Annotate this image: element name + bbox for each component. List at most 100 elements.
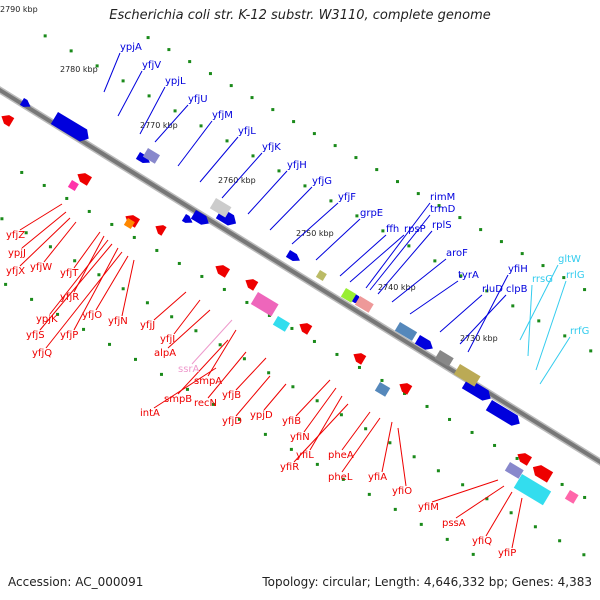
- track-dot: [245, 300, 249, 304]
- gene-label-forward: yfjG: [312, 176, 332, 187]
- forward-gene: [135, 152, 150, 163]
- gene-label-forward: rplS: [432, 220, 452, 231]
- gene-label-reverse: yfjN: [108, 316, 128, 327]
- gene-label-forward: yfiH: [508, 264, 528, 275]
- callout-line: [154, 104, 189, 143]
- track-dot: [375, 168, 379, 172]
- gene-label-forward: yfjU: [188, 94, 208, 105]
- callout-line: [103, 52, 121, 93]
- gene-block: [504, 461, 524, 479]
- forward-gene: [414, 335, 433, 350]
- track-dot: [329, 199, 333, 203]
- gene-label-forward: aroF: [446, 248, 468, 259]
- track-dot: [388, 441, 392, 445]
- callout-line: [153, 367, 217, 409]
- gene-block: [315, 270, 327, 281]
- gene-label-reverse: yfjW: [30, 262, 52, 273]
- track-dot: [121, 79, 125, 83]
- track-dot: [108, 342, 112, 346]
- gene-label-reverse: yfjQ: [32, 348, 52, 359]
- track-dot: [582, 553, 586, 557]
- gene-label-forward: ypjL: [165, 76, 186, 87]
- track-dot: [396, 180, 400, 184]
- gene-label-reverse: yfiQ: [472, 536, 492, 547]
- callout-line: [539, 336, 571, 385]
- gene-label-reverse: yfjJ: [140, 320, 155, 331]
- tick-label: 2790 kbp: [0, 5, 38, 14]
- track-dot: [583, 288, 587, 292]
- callout-line: [369, 214, 431, 291]
- track-dot: [493, 443, 497, 447]
- gene-label-rna: rrfG: [570, 326, 589, 337]
- track-dot: [407, 244, 411, 248]
- track-dot: [0, 217, 4, 221]
- track-dot: [267, 313, 271, 317]
- gene-label-reverse: yfjR: [60, 292, 79, 303]
- gene-label-reverse: yfiA: [368, 472, 387, 483]
- gene-label-forward: ffh: [386, 224, 399, 235]
- gene-label-reverse: yfiO: [392, 486, 412, 497]
- callout-line: [153, 291, 187, 321]
- gene-block: [564, 490, 579, 504]
- gene-label-forward: rimM: [430, 192, 455, 203]
- track-dot: [403, 391, 406, 395]
- forward-gene: [461, 378, 491, 401]
- gene-label-forward: rluD: [482, 284, 503, 295]
- tick-label: 2750 kbp: [296, 229, 334, 238]
- track-dot: [419, 522, 423, 526]
- track-dot: [24, 231, 28, 235]
- track-dot: [364, 427, 368, 431]
- callout-line: [527, 284, 533, 357]
- track-dot: [339, 413, 343, 417]
- callout-line: [459, 294, 507, 345]
- callout-line: [365, 202, 431, 289]
- track-dot: [211, 402, 215, 406]
- callout-line: [19, 217, 71, 267]
- track-dot: [188, 60, 192, 64]
- track-dot: [289, 447, 293, 451]
- gene-label-reverse: alpA: [154, 348, 176, 359]
- callout-line: [377, 230, 433, 295]
- gene-block: [272, 316, 291, 332]
- track-dot: [341, 477, 345, 481]
- track-dot: [65, 196, 69, 200]
- callout-line: [349, 234, 405, 283]
- callout-line: [341, 417, 381, 473]
- callout-line: [191, 319, 233, 365]
- track-dot: [222, 287, 226, 291]
- gene-label-forward: trmD: [430, 204, 456, 215]
- track-dot: [312, 132, 316, 136]
- track-dot: [218, 343, 222, 347]
- callout-line: [73, 247, 119, 331]
- callout-line: [391, 258, 447, 303]
- callout-line: [291, 202, 339, 245]
- tick-label: 2780 kbp: [60, 65, 98, 74]
- reverse-gene: [1, 115, 15, 127]
- callout-line: [235, 357, 267, 391]
- track-dot: [541, 264, 545, 268]
- gene-label-pseudo: ssrA: [178, 364, 200, 375]
- track-dot: [425, 404, 429, 408]
- track-dot: [533, 525, 537, 529]
- track-dot: [132, 235, 136, 239]
- gene-block: [453, 364, 481, 387]
- reverse-gene: [215, 265, 231, 278]
- track-dot: [250, 96, 254, 100]
- gene-label-reverse: yfiR: [280, 462, 299, 473]
- track-dot: [167, 48, 171, 52]
- gene-block: [374, 382, 391, 397]
- callout-line: [95, 255, 129, 311]
- reverse-gene: [245, 279, 259, 291]
- track-dot: [303, 184, 307, 188]
- callout-line: [295, 379, 331, 417]
- track-dot: [200, 274, 204, 278]
- callout-line: [139, 86, 166, 135]
- track-dot: [437, 204, 441, 208]
- track-dot: [509, 511, 513, 515]
- reverse-gene: [517, 453, 533, 466]
- track-dot: [485, 497, 489, 501]
- forward-gene: [285, 250, 300, 261]
- gene-label-reverse: yfjX: [6, 266, 25, 277]
- callout-line: [263, 383, 287, 411]
- track-dot: [185, 387, 189, 391]
